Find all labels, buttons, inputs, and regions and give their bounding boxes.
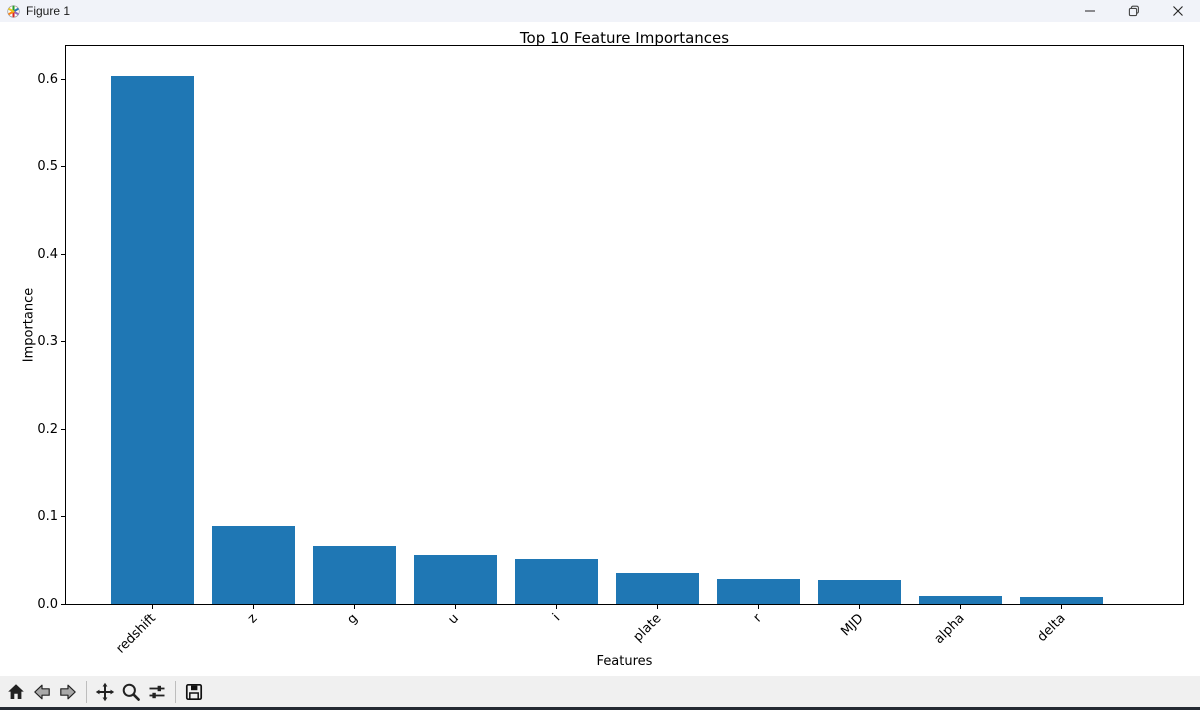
- x-tick-label: MJD: [837, 611, 867, 640]
- minimize-icon: [1085, 10, 1095, 12]
- y-tick-mark: [61, 603, 65, 605]
- y-tick-mark: [61, 253, 65, 255]
- x-tick-mark: [657, 605, 659, 609]
- x-tick-label: alpha: [931, 611, 968, 648]
- x-axis-label: Features: [596, 654, 653, 669]
- zoom-button[interactable]: [118, 679, 144, 705]
- x-tick-label: z: [244, 611, 260, 627]
- y-tick-mark: [61, 166, 65, 168]
- chart-title: Top 10 Feature Importances: [519, 29, 730, 47]
- close-button[interactable]: [1156, 0, 1200, 22]
- x-tick-label: i: [549, 611, 564, 625]
- bar: [515, 559, 598, 604]
- x-tick-mark: [454, 605, 456, 609]
- back-arrow-icon: [34, 684, 50, 699]
- figure-canvas: Top 10 Feature Importances Importance Fe…: [0, 22, 1200, 676]
- close-icon: [1173, 6, 1183, 16]
- x-tick-label: plate: [630, 611, 665, 645]
- bar: [312, 546, 396, 604]
- forward-arrow-icon: [60, 684, 76, 699]
- toolbar-separator: [175, 680, 176, 703]
- y-tick-label: 0.6: [37, 71, 58, 87]
- window-title: Figure 1: [26, 4, 71, 18]
- back-button[interactable]: [29, 679, 55, 705]
- x-tick-mark: [1061, 605, 1063, 609]
- x-tick-label: r: [750, 611, 766, 626]
- y-axis-label: Importance: [21, 287, 37, 363]
- bar: [1020, 597, 1104, 604]
- y-tick-mark: [61, 78, 65, 80]
- y-tick-label: 0.0: [37, 596, 58, 612]
- x-tick-mark: [556, 605, 557, 609]
- y-tick-label: 0.2: [37, 421, 58, 437]
- matplotlib-logo-icon: [7, 4, 20, 18]
- zoom-magnifier-icon: [122, 683, 140, 701]
- y-tick-label: 0.5: [37, 159, 58, 175]
- home-icon: [8, 683, 24, 699]
- figure-toolbar: [0, 676, 1200, 707]
- y-tick-label: 0.3: [37, 334, 58, 350]
- bar: [616, 572, 700, 604]
- y-tick-mark: [61, 341, 65, 343]
- bar: [211, 526, 295, 604]
- bar: [818, 580, 902, 604]
- x-tick-label: g: [344, 611, 362, 628]
- x-tick-mark: [758, 605, 760, 609]
- y-tick-mark: [61, 516, 65, 518]
- home-button[interactable]: [3, 679, 29, 705]
- x-tick-mark: [151, 605, 153, 609]
- pan-arrows-icon: [95, 682, 115, 701]
- forward-button[interactable]: [55, 679, 81, 705]
- window-controls: [1068, 0, 1200, 22]
- x-tick-label: redshift: [113, 611, 159, 657]
- x-tick-label: u: [445, 611, 463, 628]
- bar: [413, 555, 497, 604]
- bar: [717, 578, 801, 604]
- pan-button[interactable]: [92, 679, 118, 705]
- configure-subplots-button[interactable]: [144, 679, 170, 705]
- y-tick-label: 0.1: [37, 509, 58, 525]
- x-tick-mark: [859, 605, 861, 609]
- bar: [919, 596, 1003, 604]
- x-tick-mark: [353, 605, 355, 609]
- save-floppy-icon: [185, 683, 203, 700]
- toolbar-separator: [86, 680, 87, 703]
- y-tick-label: 0.4: [37, 246, 58, 262]
- plot-area[interactable]: 0.0 0.1 0.2 0.3 0.4 0.5 0.6 redshift z g u i plate r M…: [37, 45, 1184, 657]
- x-tick-mark: [960, 605, 962, 609]
- x-tick-mark: [252, 605, 254, 609]
- restore-icon: [1128, 5, 1139, 17]
- minimize-button[interactable]: [1068, 0, 1112, 22]
- window-titlebar[interactable]: Figure 1: [0, 0, 1200, 22]
- save-button[interactable]: [181, 679, 207, 705]
- sliders-icon: [149, 685, 165, 698]
- y-tick-mark: [61, 428, 65, 430]
- bottom-edge-strip: [0, 707, 1200, 710]
- bar: [110, 75, 194, 604]
- restore-button[interactable]: [1112, 0, 1156, 22]
- x-tick-label: delta: [1034, 611, 1069, 645]
